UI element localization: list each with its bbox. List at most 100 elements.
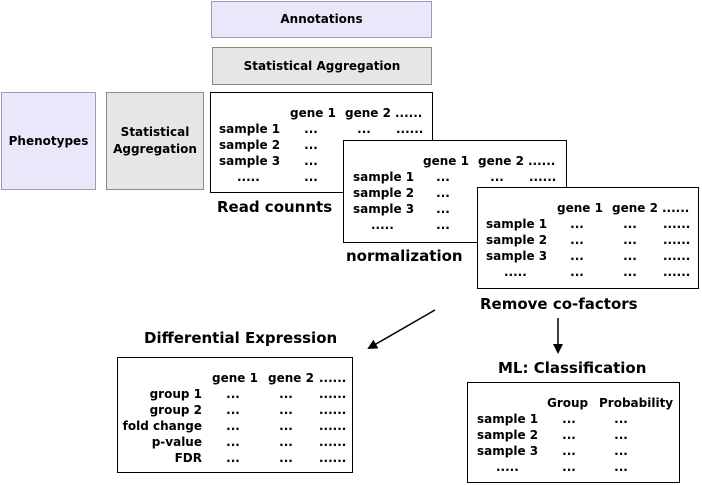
column-header: gene 1 bbox=[290, 106, 336, 120]
row-label: sample 2 bbox=[477, 428, 539, 442]
column-header: ...... bbox=[528, 154, 556, 168]
table-cell: ... bbox=[614, 444, 628, 458]
table-cell: ...... bbox=[663, 249, 691, 263]
annotations-label: Annotations bbox=[280, 12, 363, 26]
statistical-aggregation-top-label: Statistical Aggregation bbox=[243, 58, 401, 73]
table-cell: ... bbox=[614, 412, 628, 426]
table-cell: ... bbox=[304, 138, 318, 152]
column-header: ...... bbox=[662, 201, 690, 215]
column-header: ...... bbox=[319, 371, 347, 385]
column-header: gene 1 bbox=[557, 201, 603, 215]
table-cell: ...... bbox=[319, 435, 347, 449]
annotations-box: Annotations bbox=[211, 1, 432, 38]
table-cell: ... bbox=[436, 186, 450, 200]
table-cell: ... bbox=[226, 403, 240, 417]
row-label: sample 2 bbox=[486, 233, 548, 247]
row-label: sample 1 bbox=[477, 412, 539, 426]
table-cell: ... bbox=[357, 122, 371, 136]
table-cell: ... bbox=[562, 428, 576, 442]
table-cell: ... bbox=[226, 419, 240, 433]
read-counts-caption: Read counnts bbox=[217, 198, 333, 216]
column-header: gene 2 bbox=[268, 371, 314, 385]
row-label: sample 2 bbox=[353, 186, 415, 200]
table-cell: ...... bbox=[319, 403, 347, 417]
row-label: sample 1 bbox=[486, 217, 548, 231]
phenotypes-box: Phenotypes bbox=[1, 92, 96, 190]
row-label: ..... bbox=[504, 265, 527, 279]
row-label: ..... bbox=[496, 460, 519, 474]
column-header: gene 1 bbox=[423, 154, 469, 168]
row-label: sample 1 bbox=[353, 170, 415, 184]
table-cell: ... bbox=[562, 460, 576, 474]
table-cell: ...... bbox=[319, 419, 347, 433]
table-cell: ... bbox=[623, 249, 637, 263]
table-cell: ... bbox=[279, 419, 293, 433]
row-label: FDR bbox=[174, 451, 202, 465]
table-cell: ... bbox=[279, 403, 293, 417]
column-header: gene 2 bbox=[612, 201, 658, 215]
table-cell: ...... bbox=[319, 451, 347, 465]
table-cell: ...... bbox=[663, 265, 691, 279]
table-cell: ... bbox=[623, 265, 637, 279]
ml-classification-table: Group Probability sample 1 ... ... sampl… bbox=[467, 382, 680, 483]
table-cell: ...... bbox=[319, 387, 347, 401]
ml-classification-title: ML: Classification bbox=[498, 359, 647, 377]
table-cell: ...... bbox=[529, 170, 557, 184]
row-label: sample 2 bbox=[219, 138, 281, 152]
column-header: gene 2 bbox=[478, 154, 524, 168]
table-cell: ... bbox=[304, 154, 318, 168]
table-cell: ... bbox=[623, 217, 637, 231]
remove-cofactors-table: gene 1 gene 2 ...... sample 1 ... ... ..… bbox=[477, 187, 699, 289]
table-cell: ... bbox=[304, 122, 318, 136]
differential-expression-table: gene 1 gene 2 ...... group 1 ... ... ...… bbox=[117, 357, 353, 473]
row-label: group 2 bbox=[149, 403, 202, 417]
table-cell: ... bbox=[562, 412, 576, 426]
table-cell: ... bbox=[304, 170, 318, 184]
table-cell: ... bbox=[570, 233, 584, 247]
row-label: sample 3 bbox=[477, 444, 539, 458]
row-label: p-value bbox=[151, 435, 202, 449]
table-cell: ... bbox=[562, 444, 576, 458]
table-cell: ... bbox=[226, 451, 240, 465]
table-cell: ... bbox=[570, 265, 584, 279]
row-label: sample 3 bbox=[219, 154, 281, 168]
normalization-caption: normalization bbox=[346, 247, 463, 265]
table-cell: ... bbox=[623, 233, 637, 247]
table-cell: ... bbox=[436, 170, 450, 184]
table-cell: ... bbox=[436, 202, 450, 216]
table-cell: ... bbox=[614, 428, 628, 442]
column-header: Group bbox=[547, 396, 589, 410]
row-label: fold change bbox=[122, 419, 202, 433]
column-header: gene 2 bbox=[345, 106, 391, 120]
table-cell: ... bbox=[226, 435, 240, 449]
row-label: sample 1 bbox=[219, 122, 281, 136]
table-cell: ... bbox=[279, 451, 293, 465]
row-label: ..... bbox=[237, 170, 260, 184]
table-cell: ... bbox=[226, 387, 240, 401]
table-cell: ... bbox=[490, 170, 504, 184]
table-cell: ...... bbox=[663, 233, 691, 247]
table-cell: ...... bbox=[396, 122, 424, 136]
remove-cofactors-caption: Remove co-factors bbox=[480, 295, 638, 313]
row-label: ..... bbox=[371, 218, 394, 232]
row-label: sample 3 bbox=[353, 202, 415, 216]
table-cell: ... bbox=[570, 217, 584, 231]
arrow-to-differential-expression bbox=[367, 309, 436, 349]
statistical-aggregation-left-line1: Statistical bbox=[120, 125, 190, 139]
row-label: sample 3 bbox=[486, 249, 548, 263]
column-header: gene 1 bbox=[212, 371, 258, 385]
column-header: ...... bbox=[395, 106, 423, 120]
table-cell: ... bbox=[436, 218, 450, 232]
phenotypes-label: Phenotypes bbox=[8, 133, 89, 148]
table-cell: ...... bbox=[663, 217, 691, 231]
statistical-aggregation-left-box: Statistical Aggregation bbox=[106, 92, 204, 190]
differential-expression-title: Differential Expression bbox=[144, 329, 338, 347]
table-cell: ... bbox=[570, 249, 584, 263]
column-header: Probability bbox=[599, 396, 674, 410]
table-cell: ... bbox=[279, 435, 293, 449]
row-label: group 1 bbox=[149, 387, 202, 401]
table-cell: ... bbox=[614, 460, 628, 474]
statistical-aggregation-left-line2: Aggregation bbox=[113, 142, 197, 156]
table-cell: ... bbox=[279, 387, 293, 401]
